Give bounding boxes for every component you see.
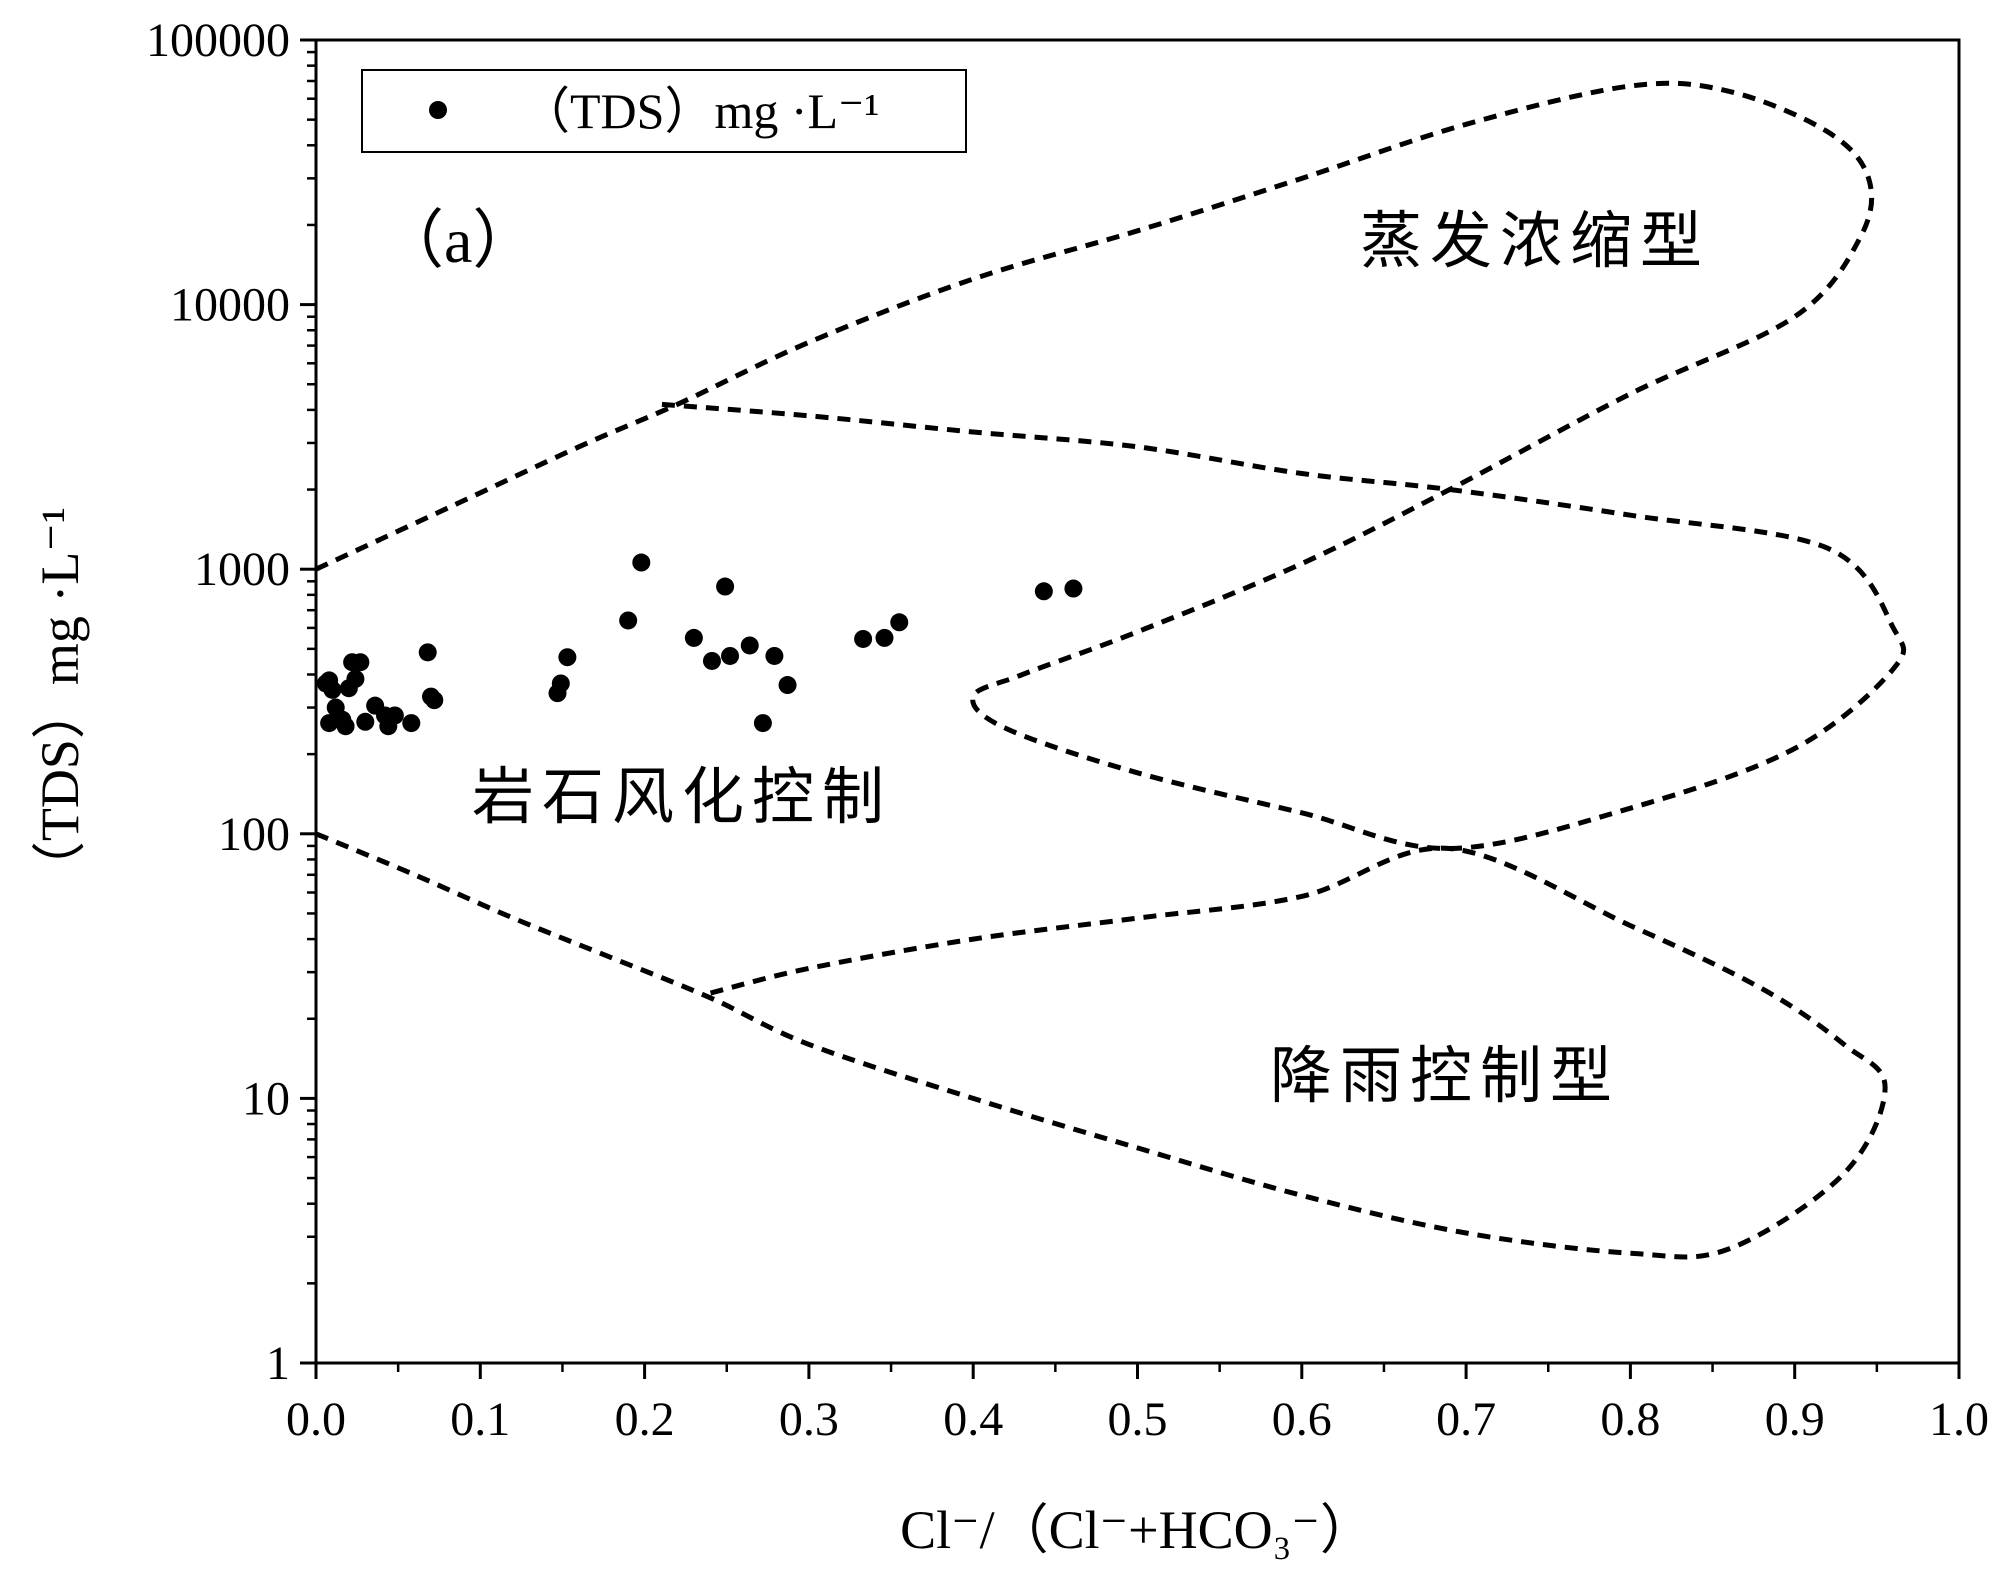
x-tick-label: 0.6: [1272, 1393, 1332, 1446]
x-tick-label: 0.4: [943, 1393, 1003, 1446]
data-point: [854, 629, 873, 648]
data-point: [418, 643, 437, 662]
y-tick-label: 1000: [194, 543, 290, 596]
x-tick-label: 0.9: [1765, 1393, 1825, 1446]
y-tick-label: 1: [266, 1337, 290, 1390]
region-boundary-2: [315, 831, 1888, 1260]
region-label-rock-weathering: 岩石风化控制: [472, 760, 892, 833]
data-point: [765, 646, 784, 665]
x-tick-label: 1.0: [1929, 1393, 1989, 1446]
x-tick-label: 0.8: [1600, 1393, 1660, 1446]
region-boundary-0: [314, 80, 1907, 852]
data-points: [316, 553, 1083, 736]
regions: [314, 80, 1907, 1260]
x-tick-label: 0.2: [615, 1393, 675, 1446]
data-point: [551, 674, 570, 693]
legend-box: [361, 69, 967, 153]
legend: （TDS）mg ·L⁻¹: [361, 69, 967, 153]
data-point: [402, 714, 421, 733]
data-point: [632, 553, 651, 572]
region-label-evaporation: 蒸发浓缩型: [1360, 204, 1710, 277]
data-point: [336, 717, 355, 736]
data-point: [346, 669, 365, 688]
data-point: [351, 653, 370, 672]
x-axis-label: Cl⁻/（Cl⁻+HCO₃⁻）: [900, 1500, 1374, 1560]
x-tick-label: 0.7: [1436, 1393, 1496, 1446]
y-tick-label: 100000: [146, 14, 290, 67]
panel-label: （a）: [380, 205, 536, 276]
data-point: [778, 676, 797, 695]
data-point: [702, 651, 721, 670]
data-point: [684, 628, 703, 647]
data-point: [1034, 582, 1053, 601]
data-point: [890, 613, 909, 632]
data-point: [1064, 579, 1083, 598]
y-tick-label: 100: [218, 808, 290, 861]
y-tick-label: 10000: [170, 279, 290, 332]
data-point: [425, 691, 444, 710]
data-point: [716, 577, 735, 596]
y-axis-label: （TDS）mg ·L⁻¹: [30, 507, 90, 895]
data-point: [356, 712, 375, 731]
data-point: [740, 636, 759, 655]
x-axis: 0.0 0.1 0.2 0.3 0.4 0.5 0.6 0.7 0.8 0.9 1.0: [286, 1363, 1989, 1446]
data-point: [619, 611, 638, 630]
y-tick-label: 10: [242, 1072, 290, 1125]
y-axis: 1 10 100 1000 10000 100000: [146, 14, 316, 1390]
x-tick-label: 0.1: [450, 1393, 510, 1446]
data-point: [558, 648, 577, 667]
plot-frame: [314, 38, 1961, 1365]
x-tick-label: 0.5: [1108, 1393, 1168, 1446]
data-point: [323, 680, 342, 699]
region-label-precipitation: 降雨控制型: [1270, 1039, 1620, 1112]
legend-label: （TDS）mg ·L⁻¹: [520, 83, 879, 139]
data-point: [875, 628, 894, 647]
x-tick-label: 0.0: [286, 1393, 346, 1446]
data-point: [753, 714, 772, 733]
legend-marker: [429, 101, 447, 119]
x-tick-label: 0.3: [779, 1393, 839, 1446]
data-point: [385, 706, 404, 725]
data-point: [721, 646, 740, 665]
